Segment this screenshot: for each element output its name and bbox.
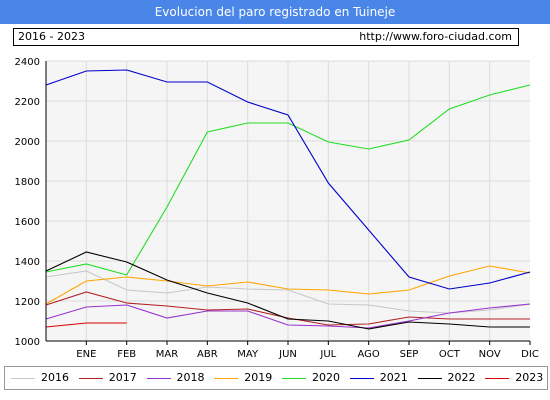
legend-label: 2023 bbox=[515, 371, 544, 384]
legend-item-2018: 2018 bbox=[146, 367, 205, 389]
x-tick-label: ABR bbox=[197, 349, 218, 360]
series-line-2023 bbox=[45, 322, 127, 328]
x-tick-label: DIC bbox=[521, 349, 539, 360]
y-tick-label: 2400 bbox=[15, 57, 40, 68]
grid bbox=[46, 60, 530, 341]
y-tick-label: 1200 bbox=[15, 297, 40, 308]
legend-swatch bbox=[78, 377, 103, 379]
series-line-2020 bbox=[45, 84, 531, 276]
x-axis-ticks: ENE FEB MAR ABR MAY JUN JUL AGO SEP OCT NOV DIC bbox=[76, 341, 539, 360]
chart-title: Evolucion del paro registrado en Tuineje bbox=[0, 0, 550, 24]
legend-label: 2021 bbox=[379, 371, 408, 384]
period-label: 2016 - 2023 bbox=[18, 30, 85, 43]
legend-swatch bbox=[485, 377, 510, 379]
x-tick-label: JUL bbox=[319, 349, 336, 360]
legend-item-2017: 2017 bbox=[78, 367, 137, 389]
series-line-2019 bbox=[45, 265, 531, 305]
x-tick-label: ENE bbox=[76, 349, 96, 360]
x-tick-label: NOV bbox=[479, 349, 501, 360]
legend-label: 2016 bbox=[41, 371, 69, 384]
legend-swatch bbox=[417, 377, 442, 379]
x-tick-label: MAR bbox=[156, 349, 178, 360]
x-tick-label: AGO bbox=[358, 349, 380, 360]
legend-swatch bbox=[146, 377, 171, 379]
line-chart: 1000 1200 1400 1600 1800 2000 2200 2400 ENE FEB M… bbox=[15, 57, 539, 360]
y-tick-label: 2200 bbox=[15, 97, 40, 108]
info-box: 2016 - 2023 http://www.foro-ciudad.com bbox=[13, 28, 519, 46]
legend-swatch bbox=[282, 377, 306, 379]
series-lines bbox=[45, 69, 531, 330]
x-tick-label: JUN bbox=[278, 349, 297, 360]
series-line-2018 bbox=[45, 303, 531, 329]
legend-item-2022: 2022 bbox=[417, 367, 476, 389]
x-tick-label: FEB bbox=[117, 349, 136, 360]
y-axis-ticks: 1000 1200 1400 1600 1800 2000 2200 2400 bbox=[15, 57, 40, 348]
legend-item-2020: 2020 bbox=[282, 367, 340, 389]
legend-swatch bbox=[11, 377, 35, 379]
y-tick-label: 1000 bbox=[15, 337, 40, 348]
legend-label: 2019 bbox=[244, 371, 273, 384]
x-tick-label: OCT bbox=[439, 349, 461, 360]
y-tick-label: 1800 bbox=[15, 177, 40, 188]
x-tick-label: MAY bbox=[237, 349, 259, 360]
legend-item-2021: 2021 bbox=[349, 367, 408, 389]
y-tick-label: 1400 bbox=[15, 257, 40, 268]
y-tick-label: 2000 bbox=[15, 137, 40, 148]
x-tick-label: SEP bbox=[400, 349, 419, 360]
series-line-2022 bbox=[45, 251, 530, 330]
legend-label: 2022 bbox=[447, 371, 476, 384]
y-tick-label: 1600 bbox=[15, 217, 40, 228]
legend-swatch bbox=[214, 377, 239, 379]
legend-label: 2018 bbox=[176, 371, 205, 384]
legend: 2016 2017 2018 2019 2020 2021 2022 2023 bbox=[4, 366, 548, 390]
source-url: http://www.foro-ciudad.com bbox=[359, 30, 512, 43]
series-line-2021 bbox=[45, 69, 531, 290]
legend-label: 2017 bbox=[108, 371, 137, 384]
legend-swatch bbox=[349, 377, 374, 379]
legend-label: 2020 bbox=[312, 371, 340, 384]
legend-item-2016: 2016 bbox=[11, 367, 69, 389]
legend-item-2019: 2019 bbox=[214, 367, 272, 389]
legend-item-2023: 2023 bbox=[485, 367, 543, 389]
series-line-2017 bbox=[45, 291, 530, 326]
